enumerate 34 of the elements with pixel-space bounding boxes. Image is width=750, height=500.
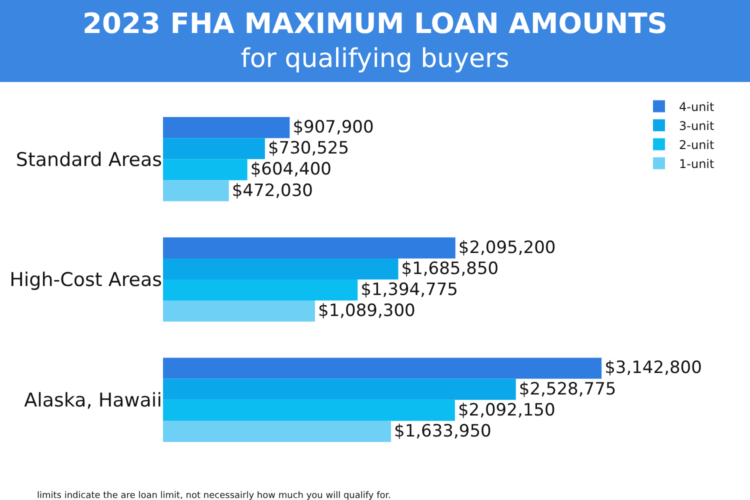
text: limits indicate the are loan limit, not necessairly how much you will qualify for.: [37, 491, 391, 500]
legend-label: 2-unit: [679, 138, 715, 152]
bar: [163, 138, 265, 160]
bar: [163, 280, 358, 301]
bar: [163, 237, 456, 258]
data-label: $2,095,200: [458, 238, 556, 258]
legend-label: 4-unit: [679, 100, 715, 114]
bar: [163, 300, 316, 322]
y-tick-label: High-Cost Areas: [10, 269, 162, 292]
data-label: $3,142,800: [604, 358, 702, 378]
data-label: $2,528,775: [518, 379, 616, 400]
bar: [163, 420, 392, 442]
chart-subtitle: for qualifying buyers: [240, 43, 510, 76]
legend-label: 3-unit: [679, 118, 715, 133]
legend-label: 1-unit: [679, 156, 715, 171]
data-label: $1,633,950: [394, 421, 492, 442]
data-label: $730,525: [268, 138, 350, 159]
bar: [163, 258, 398, 280]
bar: [163, 358, 602, 379]
data-label: $1,685,850: [401, 258, 499, 279]
data-label: $1,089,300: [318, 301, 416, 322]
data-label: $472,030: [232, 180, 313, 201]
bar: [163, 378, 516, 400]
bar: [163, 180, 229, 202]
bar: [163, 159, 248, 180]
chart-title: 2023 FHA MAXIMUM LOAN AMOUNTS: [82, 6, 668, 42]
y-tick-label: Standard Areas: [16, 148, 162, 171]
bar: [163, 117, 290, 138]
data-label: $604,400: [250, 160, 332, 180]
data-label: $2,092,150: [458, 400, 556, 420]
y-tick-label: Alaska, Hawaii: [24, 389, 162, 412]
data-label: $907,900: [292, 118, 374, 138]
data-label: $1,394,775: [360, 280, 458, 300]
bar: [163, 400, 455, 421]
